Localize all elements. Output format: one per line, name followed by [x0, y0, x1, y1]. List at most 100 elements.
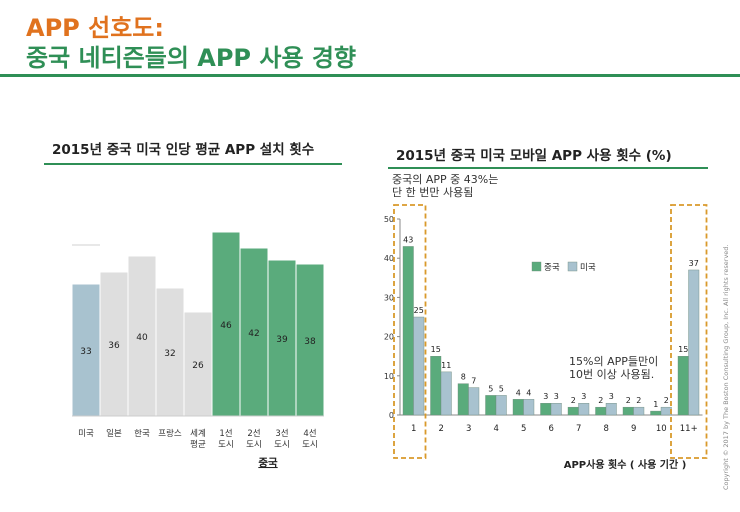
- bar-label-미국-8: 3: [609, 392, 614, 401]
- y-tick-label-0: 0: [389, 411, 394, 420]
- y-tick-label-30: 30: [384, 293, 394, 302]
- bar-8: [295, 263, 325, 417]
- bar-미국-7: [578, 403, 590, 416]
- bar-label-미국-7: 3: [581, 392, 586, 401]
- x-tick-label-5: 5: [521, 424, 526, 434]
- bar-미국-10: [660, 406, 672, 416]
- x-tick-label-8: 8: [604, 424, 609, 434]
- bar-미국-2: [440, 371, 452, 416]
- bar-label-중국-2: 15: [431, 345, 441, 354]
- x-tick-label-9: 9: [631, 424, 636, 434]
- bar-label-중국-5: 4: [516, 388, 521, 397]
- bar-미국-9: [633, 406, 645, 416]
- bar-label-미국-3: 7: [471, 377, 476, 386]
- bar-중국-3: [457, 383, 469, 416]
- bar-value-6: 42: [248, 329, 259, 339]
- legend-swatch-0: [531, 261, 542, 272]
- highlight-box-1: [670, 204, 708, 459]
- category-label-4-0: 세계: [190, 428, 206, 439]
- bar-6: [239, 247, 269, 417]
- bar-중국-9: [622, 406, 634, 416]
- group-label-china: 중국: [258, 457, 278, 469]
- bar-value-2: 40: [136, 333, 148, 343]
- category-label-7-0: 3선: [275, 429, 288, 439]
- category-label-4-1: 평균: [190, 439, 206, 450]
- x-tick-label-1: 1: [411, 424, 416, 434]
- x-tick-label-2: 2: [439, 424, 444, 434]
- category-label-5-0: 1선: [219, 429, 232, 439]
- bar-label-미국-4: 5: [499, 384, 504, 393]
- category-label-6-1: 도시: [246, 440, 262, 450]
- bar-미국-6: [550, 403, 562, 416]
- bar-label-중국-9: 2: [626, 396, 631, 405]
- highlight-box-0: [393, 204, 427, 459]
- x-tick-label-3: 3: [466, 424, 471, 434]
- legend-swatch-1: [567, 261, 578, 272]
- x-tick-label-11+: 11+: [680, 424, 698, 434]
- chart1-title: 2015년 중국 미국 인당 평균 APP 설치 횟수: [52, 142, 315, 158]
- category-label-1-0: 일본: [106, 429, 122, 439]
- chart1-title-rule: [44, 163, 342, 165]
- x-tick-label-6: 6: [549, 424, 554, 434]
- bar-미국-4: [495, 395, 507, 416]
- bar-label-중국-11+: 15: [678, 345, 688, 354]
- title-divider: [0, 74, 740, 77]
- bar-중국-2: [430, 355, 442, 416]
- bar-중국-4: [485, 395, 497, 416]
- x-tick-label-4: 4: [494, 424, 499, 434]
- category-label-5-1: 도시: [218, 440, 234, 450]
- chart2-title: 2015년 중국 미국 모바일 APP 사용 횟수 (%): [396, 148, 672, 164]
- bar-중국-1: [402, 246, 414, 416]
- bar-중국-11+: [677, 355, 689, 416]
- bar-value-8: 38: [304, 337, 316, 347]
- bar-value-5: 46: [220, 321, 232, 331]
- x-axis-title: APP사용 횟수 ( 사용 기간 ): [564, 458, 687, 471]
- bar-label-미국-9: 2: [636, 396, 641, 405]
- annotation-once-line2: 단 한 번만 사용됨: [392, 186, 474, 199]
- annotation-ten-plus-line1: 15%의 APP들만이: [569, 355, 659, 368]
- x-tick-label-10: 10: [656, 424, 667, 434]
- bar-value-1: 36: [108, 341, 120, 351]
- x-tick-label-7: 7: [576, 424, 581, 434]
- bar-value-0: 33: [80, 347, 91, 357]
- bar-label-중국-8: 2: [598, 396, 603, 405]
- bar-중국-6: [540, 403, 552, 416]
- legend-label-1: 미국: [580, 263, 596, 273]
- annotation-ten-plus: 15%의 APP들만이 10번 이상 사용됨.: [569, 355, 658, 381]
- bar-3: [155, 287, 185, 417]
- bar-label-미국-5: 4: [526, 388, 531, 397]
- bar-label-미국-2: 11: [441, 361, 451, 370]
- category-label-7-1: 도시: [274, 440, 290, 450]
- copyright-text: Copyright © 2017 by The Boston Consultin…: [722, 244, 730, 490]
- bar-중국-5: [512, 399, 524, 416]
- y-tick-label-20: 20: [384, 333, 394, 342]
- bar-value-7: 39: [276, 335, 288, 345]
- bar-중국-10: [650, 410, 662, 416]
- annotation-once: 중국의 APP 중 43%는 단 한 번만 사용됨: [392, 173, 498, 199]
- category-label-2-0: 한국: [134, 429, 150, 439]
- chart2-title-rule: [388, 167, 708, 169]
- bar-label-미국-11+: 37: [689, 259, 699, 268]
- bar-미국-1: [413, 316, 425, 416]
- page-title-line1: APP 선호도:: [26, 14, 164, 42]
- bar-label-중국-4: 5: [488, 384, 493, 393]
- legend-label-0: 중국: [544, 263, 560, 273]
- y-tick-label-40: 40: [384, 254, 394, 263]
- category-label-3-0: 프랑스: [158, 428, 182, 439]
- bar-label-중국-7: 2: [571, 396, 576, 405]
- bar-미국-8: [605, 403, 617, 416]
- page-title-line2: 중국 네티즌들의 APP 사용 경향: [26, 44, 357, 72]
- y-tick-label-50: 50: [384, 215, 394, 224]
- bar-미국-11+: [688, 269, 700, 416]
- bar-중국-8: [595, 406, 607, 416]
- bar-value-4: 26: [192, 361, 204, 371]
- category-label-8-1: 도시: [302, 440, 318, 450]
- bar-label-미국-1: 25: [414, 306, 424, 315]
- annotation-ten-plus-line2: 10번 이상 사용됨.: [569, 368, 655, 381]
- bar-label-미국-10: 2: [664, 396, 669, 405]
- bar-label-미국-6: 3: [554, 392, 559, 401]
- bar-7: [267, 259, 297, 417]
- bar-미국-3: [468, 387, 480, 416]
